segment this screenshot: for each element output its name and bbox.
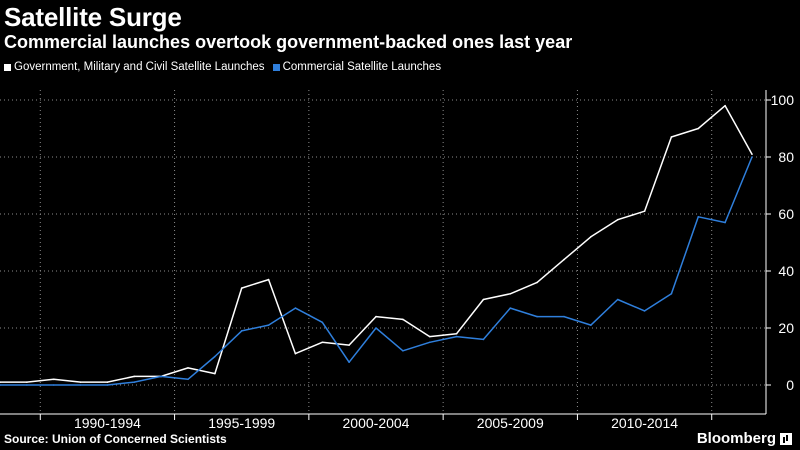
x-tick-label-3: 2005-2009 [477,415,544,431]
legend-label-commercial: Commercial Satellite Launches [282,61,442,73]
x-tick-label-1: 1995-1999 [208,415,275,431]
data-point-government-1996 [214,372,216,375]
chart-title: Satellite Surge [4,2,182,32]
data-point-commercial-1990 [52,384,55,386]
data-point-commercial-2000 [321,321,324,324]
brand-name: Bloomberg [696,430,776,447]
data-point-commercial-2008 [536,315,538,318]
data-point-government-2002 [375,315,377,318]
data-point-government-1993 [133,375,136,378]
x-tick-label-0: 1990-1994 [74,415,141,431]
data-point-government-1989 [26,381,28,383]
data-point-government-2014 [697,127,700,130]
legend-swatch-government [4,63,11,71]
data-point-government-1988 [0,381,1,383]
data-point-government-2000 [321,341,324,344]
data-point-government-2006 [482,298,485,301]
data-point-commercial-2014 [697,216,700,218]
data-point-government-2011 [616,218,619,221]
data-point-government-2001 [348,344,350,346]
data-point-government-2005 [455,332,458,335]
legend-item-commercial: Commercial Satellite Launches [272,61,442,73]
legend-label-government: Government, Military and Civil Satellite… [14,61,265,73]
data-point-commercial-2002 [375,327,377,329]
data-point-government-2004 [428,335,431,338]
data-point-government-2015 [724,104,726,107]
data-point-government-1997 [240,287,243,289]
data-point-government-2008 [536,281,538,284]
data-point-government-2013 [670,136,673,138]
data-point-government-2003 [402,318,404,321]
data-point-commercial-1995 [187,378,189,381]
gridlines [0,90,766,414]
data-point-commercial-2010 [590,324,592,326]
y-tick-label-100: 100 [771,92,795,108]
data-point-government-2007 [509,293,512,295]
data-point-government-2009 [563,258,565,261]
data-point-commercial-1993 [133,381,136,383]
data-point-commercial-1997 [240,330,243,332]
data-point-government-2016 [751,153,753,155]
data-point-government-1992 [106,381,109,383]
data-point-commercial-2009 [563,315,565,318]
data-point-commercial-2013 [670,293,673,295]
x-axis: 1990-1994 1995-1999 2000-2004 2005-2009 2010… [0,413,766,431]
data-point-government-2010 [590,236,592,238]
x-tick-label-2: 2000-2004 [343,415,410,431]
y-tick-label-80: 80 [778,149,794,165]
series-lines [0,104,753,386]
data-point-government-1999 [294,352,297,355]
y-tick-label-20: 20 [778,320,794,336]
data-point-commercial-1991 [79,384,82,386]
data-point-commercial-2016 [751,156,753,158]
y-tick-label-40: 40 [778,263,794,279]
source-note: Source: Union of Concerned Scientists [4,432,227,446]
data-point-commercial-1989 [26,384,28,386]
data-point-commercial-1996 [214,355,216,358]
legend-item-government: Government, Military and Civil Satellite… [4,61,265,73]
series-line-government [0,104,753,383]
bloomberg-chart-icon [780,432,792,445]
data-point-commercial-2005 [455,335,458,338]
data-point-commercial-2007 [509,307,512,309]
y-tick-label-60: 60 [778,206,794,222]
data-point-commercial-2006 [482,338,485,341]
data-point-commercial-2003 [402,350,404,352]
x-tick-label-4: 2010-2014 [611,415,678,431]
y-tick-label-0: 0 [786,377,794,393]
y-axis: 0 20 40 60 80 100 [765,90,795,414]
chart-subtitle: Commercial launches overtook government-… [4,32,573,52]
brand-logo: Bloomberg [697,430,792,447]
data-point-commercial-1994 [160,375,162,378]
data-point-government-1998 [267,278,270,281]
data-point-commercial-2011 [616,298,619,301]
data-point-government-1991 [79,381,82,383]
data-point-commercial-2001 [348,361,350,364]
data-point-commercial-1988 [0,384,1,386]
data-point-commercial-2004 [428,341,431,344]
data-point-commercial-1998 [267,324,270,326]
data-point-commercial-1992 [106,384,109,386]
data-point-commercial-2015 [724,221,726,224]
data-point-commercial-1999 [294,307,297,309]
data-point-government-1995 [187,367,189,369]
legend: Government, Military and Civil Satellite… [4,60,441,74]
data-point-government-1990 [52,378,55,381]
data-point-government-2012 [643,210,646,212]
legend-swatch-commercial [272,63,280,71]
data-point-commercial-2012 [643,310,646,312]
